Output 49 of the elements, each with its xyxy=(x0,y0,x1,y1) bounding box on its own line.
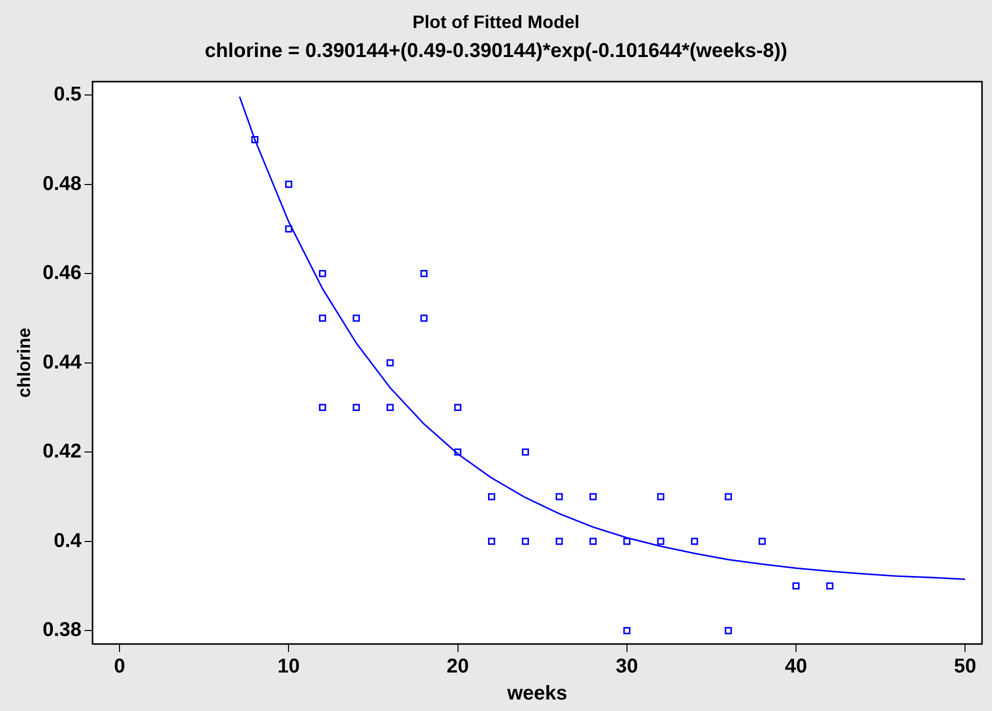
point xyxy=(623,627,630,634)
y-tick-label: 0.5 xyxy=(54,84,82,106)
point xyxy=(792,582,800,590)
point xyxy=(556,493,563,500)
chart-subtitle: chlorine = 0.390144+(0.49-0.390144)*exp(-0.101644*(weeks-8)) xyxy=(204,40,788,62)
point xyxy=(724,627,732,634)
point xyxy=(285,180,292,188)
point xyxy=(251,136,258,144)
point xyxy=(318,404,326,412)
point xyxy=(488,538,496,545)
chart-title: Plot of Fitted Model xyxy=(412,12,580,32)
x-tick-label: 10 xyxy=(278,656,300,678)
point xyxy=(623,538,630,545)
point xyxy=(352,404,360,412)
y-tick-label: 0.46 xyxy=(42,262,82,284)
y-axis-title: chlorine xyxy=(14,328,34,398)
point xyxy=(318,314,326,322)
point xyxy=(352,314,360,322)
y-tick-label: 0.48 xyxy=(42,172,82,195)
x-tick-label: 20 xyxy=(446,656,469,678)
y-tick-label: 0.38 xyxy=(42,619,82,642)
point xyxy=(454,404,462,412)
point xyxy=(657,493,664,500)
point xyxy=(724,493,732,500)
x-tick-label: 50 xyxy=(954,656,976,678)
y-tick-label: 0.42 xyxy=(42,440,82,463)
point xyxy=(488,493,496,500)
y-tick-label: 0.4 xyxy=(54,530,82,552)
point xyxy=(589,493,597,500)
point xyxy=(556,538,563,545)
point xyxy=(522,448,530,456)
y-tick-label: 0.44 xyxy=(42,351,82,374)
point xyxy=(826,582,834,590)
x-axis-title: weeks xyxy=(506,682,568,705)
point xyxy=(454,448,462,456)
point xyxy=(285,225,292,232)
point xyxy=(589,538,597,545)
point xyxy=(522,538,530,545)
point xyxy=(420,314,428,322)
x-tick-label: 30 xyxy=(616,656,638,678)
point xyxy=(420,270,428,278)
point xyxy=(386,359,394,366)
point xyxy=(386,404,394,412)
x-tick-label: 0 xyxy=(114,656,126,678)
point xyxy=(758,538,766,545)
point xyxy=(318,270,326,278)
point xyxy=(657,538,664,545)
x-tick-label: 40 xyxy=(784,656,808,678)
point xyxy=(690,538,698,545)
